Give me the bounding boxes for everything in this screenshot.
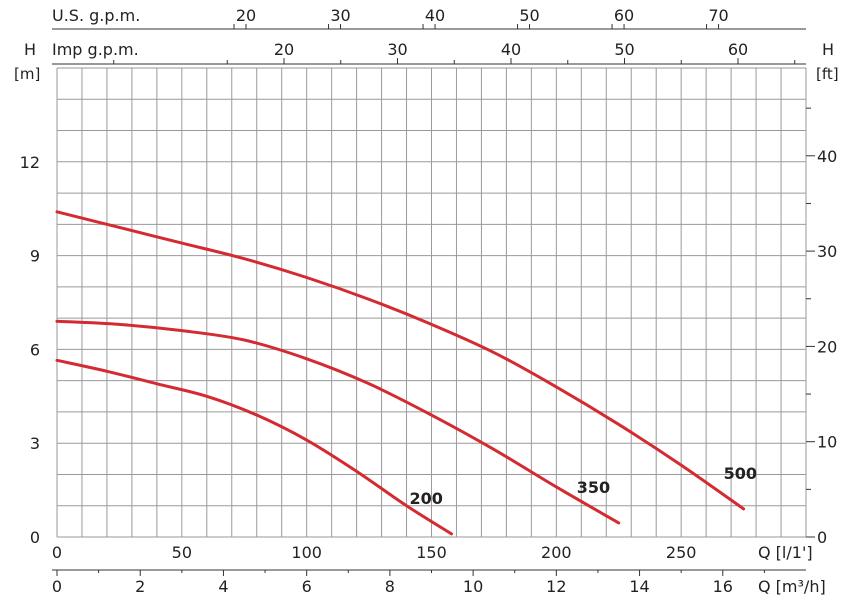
- imp-gpm-tick-label: 40: [501, 40, 521, 59]
- curve-label-350: 350: [577, 478, 610, 497]
- m3h-tick-label: 6: [302, 577, 312, 596]
- m3h-tick-label: 10: [463, 577, 483, 596]
- us-gpm-tick-label: 20: [236, 6, 256, 25]
- curve-500: [55, 210, 746, 511]
- us-gpm-tick-label: 30: [330, 6, 350, 25]
- imp-gpm-tick-label: 30: [387, 40, 407, 59]
- lpm-tick-label: 50: [172, 543, 192, 562]
- us-gpm-tick-label: 40: [425, 6, 445, 25]
- m3h-tick-label: 4: [218, 577, 228, 596]
- lpm-tick-label: 0: [52, 543, 62, 562]
- y-left-label: H: [24, 40, 36, 59]
- y-right-tick-label: 30: [817, 242, 837, 261]
- y-left-unit: [m]: [14, 65, 40, 83]
- y-right-unit: [ft]: [816, 65, 839, 83]
- curve-label-200: 200: [409, 489, 442, 508]
- axis-labels: U.S. g.p.m. Imp g.p.m. H [m] H [ft] Q [l…: [14, 6, 839, 596]
- us-gpm-tick-label: 60: [614, 6, 634, 25]
- y-right-label: H: [822, 40, 834, 59]
- us-gpm-tick-label: 70: [708, 6, 728, 25]
- lpm-tick-label: 250: [666, 543, 697, 562]
- imp-gpm-tick-label: 60: [728, 40, 748, 59]
- m3h-tick-label: 14: [629, 577, 649, 596]
- y-left-tick-label: 3: [30, 434, 40, 453]
- y-right-tick-label: 40: [817, 147, 837, 166]
- m3h-tick-label: 8: [385, 577, 395, 596]
- imp-gpm-label: Imp g.p.m.: [52, 40, 139, 59]
- m3h-tick-label: 16: [713, 577, 733, 596]
- curve-label-500: 500: [724, 464, 757, 483]
- us-gpm-label: U.S. g.p.m.: [52, 6, 140, 25]
- y-left-tick-label: 0: [30, 528, 40, 547]
- lpm-tick-label: 150: [416, 543, 447, 562]
- y-left-tick-label: 9: [30, 247, 40, 266]
- imp-gpm-tick-label: 20: [274, 40, 294, 59]
- y-left-tick-label: 12: [20, 153, 40, 172]
- x-lpm-label: Q [l/1']: [758, 543, 813, 562]
- imp-gpm-tick-label: 50: [614, 40, 634, 59]
- x-m3h-label: Q [m³/h]: [758, 577, 826, 596]
- us-gpm-tick-label: 50: [519, 6, 539, 25]
- m3h-tick-label: 12: [546, 577, 566, 596]
- y-right-tick-label: 10: [817, 433, 837, 452]
- m3h-tick-label: 0: [52, 577, 62, 596]
- lpm-tick-label: 200: [541, 543, 572, 562]
- curve-200: [55, 358, 453, 536]
- m3h-tick-label: 2: [135, 577, 145, 596]
- series-curves: 200 350 500: [55, 210, 757, 536]
- y-left-tick-label: 6: [30, 340, 40, 359]
- y-right-tick-label: 0: [817, 528, 827, 547]
- grid: [56, 67, 807, 538]
- lpm-tick-label: 100: [291, 543, 322, 562]
- curve-350: [55, 319, 621, 525]
- axes: [52, 24, 815, 576]
- y-right-tick-label: 20: [817, 337, 837, 356]
